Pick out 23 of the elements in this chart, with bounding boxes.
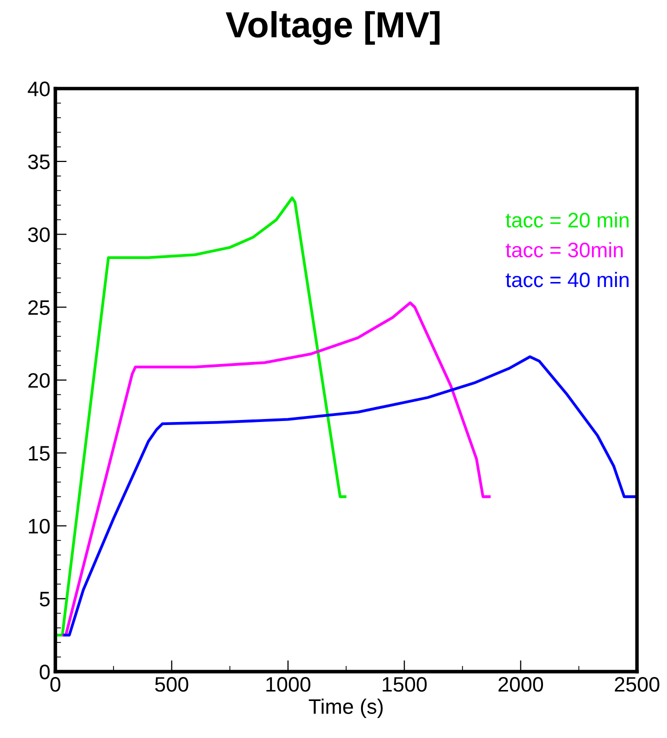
y-tick-label: 5 <box>40 592 50 606</box>
y-tick-label: 30 <box>28 227 50 242</box>
x-tick-label: 1000 <box>266 676 310 692</box>
x-tick-label: 2500 <box>614 676 660 692</box>
x-tick-label: 0 <box>50 676 60 692</box>
y-tick-label: 0 <box>40 664 50 680</box>
y-tick-label: 15 <box>28 446 50 461</box>
y-tick-label: 35 <box>28 154 50 170</box>
x-tick-label: 1500 <box>382 676 427 692</box>
x-tick-label: 2000 <box>498 676 544 692</box>
y-tick-label: 25 <box>28 300 50 315</box>
line-series <box>62 301 491 637</box>
text: tacc = 20 min <box>506 212 629 228</box>
line-series <box>55 196 346 637</box>
chart-title: Voltage [MV] <box>226 11 440 45</box>
line-series <box>63 355 637 637</box>
x-axis-title: Time (s) <box>308 698 383 718</box>
x-tick-label: 500 <box>155 676 188 692</box>
y-tick-label: 20 <box>28 373 50 388</box>
y-tick-label: 10 <box>28 518 50 534</box>
text: tacc = 40 min <box>506 272 629 288</box>
y-tick-label: 40 <box>28 82 50 96</box>
text: tacc = 30min <box>506 242 623 258</box>
